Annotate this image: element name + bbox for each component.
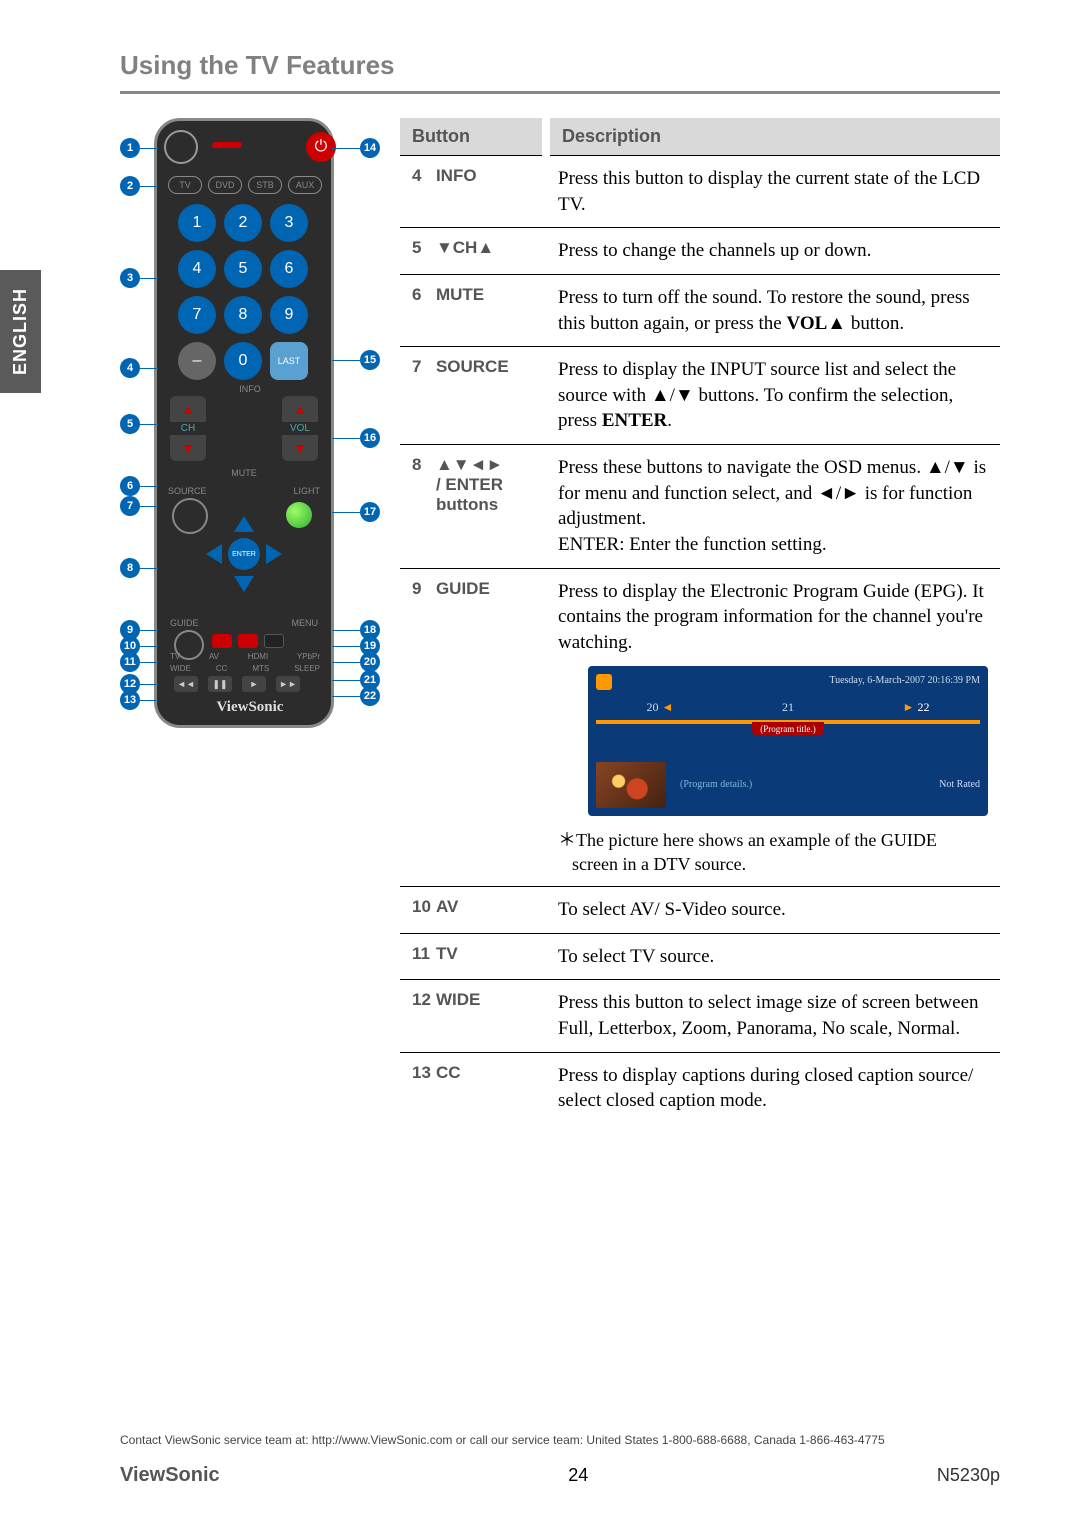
button-description-table: Button Description 4INFOPress this butto…: [400, 118, 1000, 1124]
language-tab: ENGLISH: [0, 270, 41, 393]
model-number: N5230p: [937, 1465, 1000, 1486]
col-description: Description: [546, 118, 1000, 156]
contact-footer: Contact ViewSonic service team at: http:…: [120, 1433, 1000, 1447]
dash-button: –: [178, 342, 216, 380]
power-icon: ⏻: [306, 132, 336, 162]
section-title: Using the TV Features: [120, 50, 1000, 81]
info-label: INFO: [120, 384, 380, 394]
col-button: Button: [400, 118, 546, 156]
brand-footer: ViewSonic: [120, 1464, 220, 1487]
viewsonic-logo: ViewSonic: [120, 699, 380, 716]
remote-illustration: ⏻ TVDVDSTBAUX 123456789 – 0 LAST INFO ▲C…: [120, 118, 380, 1124]
zero-button: 0: [224, 342, 262, 380]
last-button: LAST: [270, 342, 308, 380]
page-number: 24: [568, 1465, 588, 1486]
divider: [120, 91, 1000, 94]
